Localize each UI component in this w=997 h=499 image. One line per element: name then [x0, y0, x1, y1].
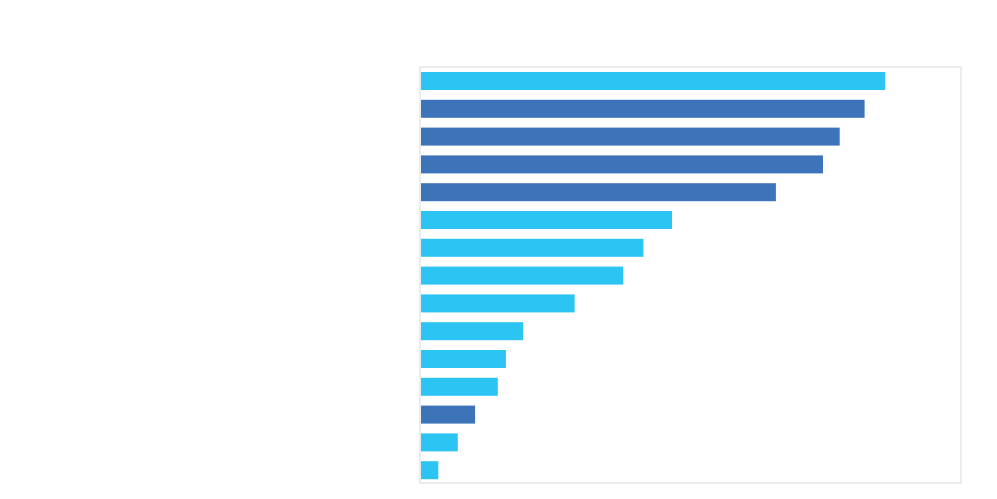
bar-5 [421, 183, 776, 202]
bar-2 [421, 99, 865, 118]
bar-3 [421, 127, 840, 146]
bar-10 [421, 322, 524, 341]
bar-1 [421, 72, 886, 90]
bar-4 [421, 155, 823, 174]
bar-6 [421, 211, 672, 229]
bar-13 [421, 405, 476, 424]
bar-7 [421, 238, 644, 257]
plot-frame [419, 66, 962, 484]
bar-15 [421, 461, 439, 480]
bar-14 [421, 433, 458, 452]
bar-group [421, 72, 886, 480]
bar-8 [421, 266, 624, 285]
bar-9 [421, 294, 575, 313]
bar-11 [421, 350, 506, 368]
bar-12 [421, 377, 498, 396]
